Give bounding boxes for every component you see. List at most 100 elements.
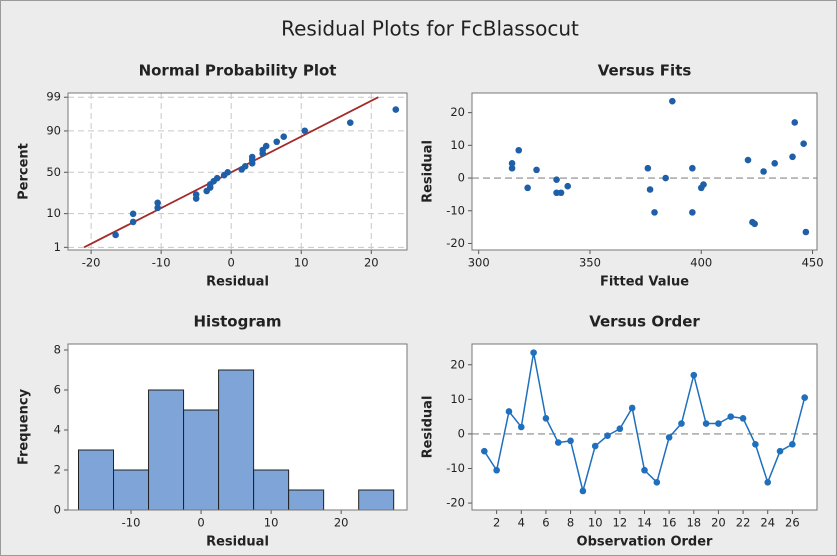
data-point: [557, 189, 565, 197]
data-point: [802, 228, 810, 236]
y-tick-label: 90: [46, 123, 61, 137]
data-point: [744, 156, 752, 164]
data-point: [628, 404, 636, 412]
data-point: [553, 176, 560, 183]
data-point: [789, 440, 796, 448]
x-tick-label: 22: [736, 516, 751, 530]
data-point: [280, 133, 288, 140]
y-axis-label: Residual: [421, 140, 436, 203]
data-point: [789, 153, 796, 161]
data-point: [739, 415, 747, 422]
data-point: [604, 432, 611, 439]
x-tick-label: 10: [264, 516, 279, 530]
y-tick-label: 10: [46, 206, 61, 220]
y-tick-label: 8: [54, 343, 61, 357]
data-point: [689, 164, 696, 172]
y-axis-label: Residual: [421, 396, 436, 459]
x-tick-label: 12: [613, 516, 628, 530]
y-tick-label: 10: [450, 138, 465, 152]
data-point: [764, 479, 772, 486]
data-point: [662, 174, 669, 182]
y-tick-label: 6: [54, 383, 61, 397]
data-point: [727, 413, 735, 420]
x-tick-label: 18: [686, 516, 701, 530]
data-point: [702, 420, 710, 427]
x-tick-label: 450: [802, 256, 824, 270]
data-point: [752, 440, 759, 448]
bar: [78, 449, 115, 511]
y-tick-label: 1: [54, 240, 61, 254]
data-point: [192, 191, 200, 198]
data-point: [591, 442, 599, 450]
x-tick-label: 14: [637, 516, 652, 530]
data-point: [646, 186, 654, 193]
data-point: [651, 209, 658, 216]
data-point: [129, 210, 137, 218]
data-point: [689, 209, 696, 216]
data-point: [493, 466, 500, 474]
bar: [148, 389, 185, 511]
data-point: [776, 447, 784, 455]
x-tick-label: 400: [690, 256, 712, 270]
data-point: [517, 423, 525, 431]
bar: [253, 469, 290, 511]
x-axis-label: Fitted Value: [600, 275, 689, 290]
y-tick-label: -10: [446, 203, 465, 217]
y-tick-label: 4: [54, 423, 61, 437]
y-tick-label: 0: [458, 171, 465, 185]
data-point: [690, 371, 698, 379]
x-tick-label: -10: [122, 516, 141, 530]
data-point: [508, 160, 516, 167]
data-point: [800, 140, 807, 147]
x-tick-label: 6: [542, 516, 549, 530]
data-point: [129, 218, 137, 226]
data-point: [248, 153, 256, 161]
data-point: [530, 349, 537, 356]
x-axis-label: Residual: [206, 535, 269, 550]
y-tick-label: 0: [54, 503, 61, 517]
data-point: [241, 163, 249, 170]
data-point: [715, 420, 722, 427]
data-point: [154, 204, 161, 212]
x-tick-label: 8: [567, 516, 574, 530]
data-point: [392, 106, 400, 113]
y-tick-label: -20: [446, 496, 465, 510]
y-tick-label: 20: [450, 105, 465, 119]
data-point: [760, 168, 767, 175]
data-point: [154, 199, 161, 207]
plot-area: [472, 344, 817, 510]
data-point: [653, 479, 661, 486]
x-tick-label: 0: [228, 256, 235, 270]
x-tick-label: -10: [152, 256, 171, 270]
data-point: [346, 119, 354, 126]
data-point: [579, 487, 587, 495]
x-tick-label: 24: [760, 516, 775, 530]
data-point: [542, 415, 550, 422]
data-point: [224, 168, 231, 176]
panel-title: Normal Probability Plot: [139, 62, 337, 80]
x-tick-label: 16: [662, 516, 677, 530]
y-tick-label: 0: [458, 426, 465, 440]
data-point: [505, 408, 513, 415]
data-point: [481, 447, 488, 455]
data-point: [508, 164, 516, 172]
plot-border: [471, 92, 818, 251]
data-point: [678, 420, 685, 427]
y-tick-label: 99: [46, 90, 61, 104]
x-axis-label: Residual: [206, 275, 269, 290]
data-point: [554, 439, 562, 446]
bar: [358, 489, 395, 511]
plot-border: [67, 92, 408, 251]
panel-title: Versus Order: [589, 313, 700, 331]
plot-border: [471, 343, 818, 511]
x-tick-label: -20: [82, 256, 101, 270]
data-point: [301, 127, 309, 135]
x-tick-label: 26: [785, 516, 800, 530]
data-point: [213, 174, 221, 182]
data-point: [616, 425, 624, 433]
y-axis-label: Percent: [17, 143, 32, 200]
x-tick-label: 300: [468, 256, 490, 270]
main-title: Residual Plots for FcBlassocut: [281, 17, 579, 41]
panel-title: Versus Fits: [598, 62, 692, 80]
